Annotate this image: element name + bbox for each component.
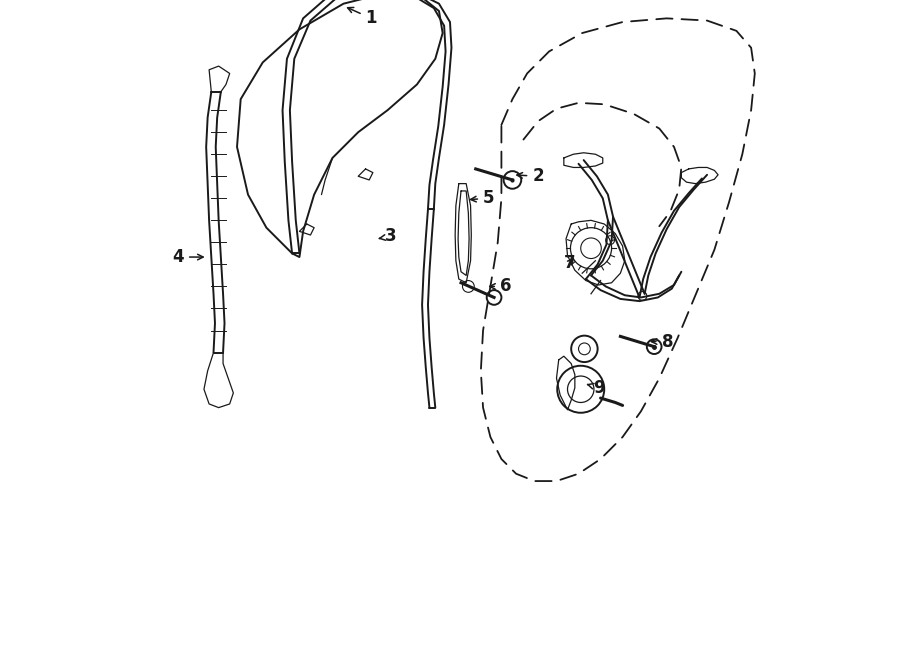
Text: 6: 6 [490,278,511,295]
Text: 8: 8 [652,332,673,350]
Text: 2: 2 [517,167,544,185]
Text: 9: 9 [588,379,605,397]
Text: 7: 7 [563,254,575,272]
Text: 1: 1 [347,7,377,27]
Text: 5: 5 [471,189,495,208]
Text: 4: 4 [173,248,203,266]
Text: 3: 3 [380,227,397,245]
